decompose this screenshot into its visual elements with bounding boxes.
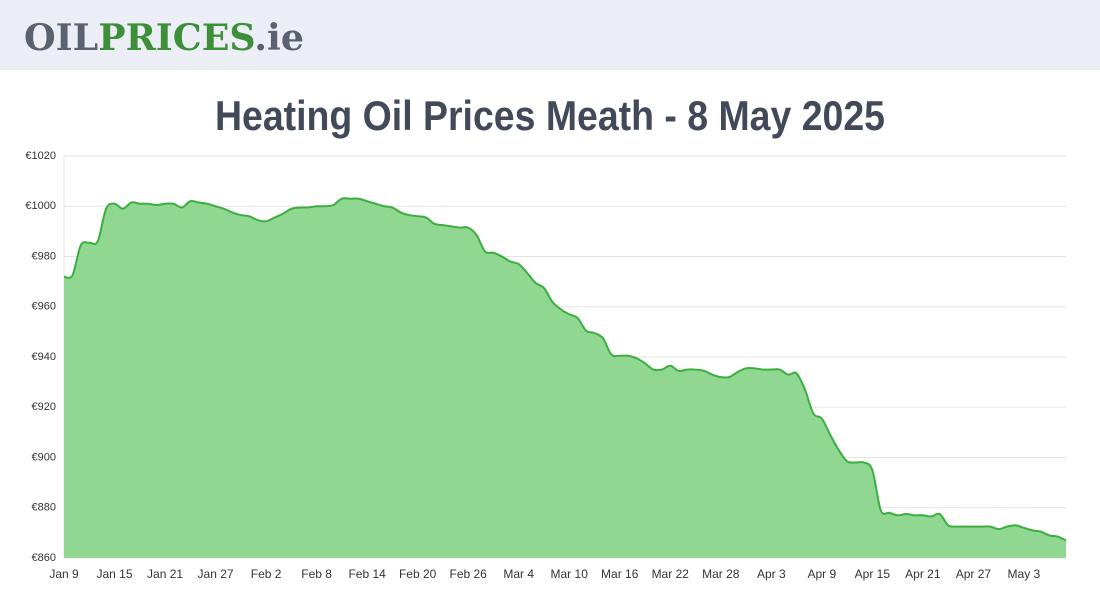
logo-prices: PRICES	[98, 17, 254, 59]
x-tick-label: Jan 27	[198, 567, 234, 581]
y-tick-label: €1020	[25, 150, 56, 162]
x-tick-label: Jan 15	[97, 567, 133, 581]
x-tick-label: May 3	[1008, 567, 1041, 581]
header-bar	[0, 0, 1100, 70]
y-tick-label: €940	[32, 351, 56, 363]
logo-domain: .ie	[254, 17, 304, 59]
x-tick-label: Mar 22	[652, 567, 690, 581]
x-tick-label: Apr 15	[855, 567, 891, 581]
y-tick-label: €1000	[25, 200, 56, 212]
x-tick-label: Apr 21	[905, 567, 941, 581]
x-tick-label: Mar 28	[702, 567, 740, 581]
y-tick-label: €960	[32, 301, 56, 313]
price-line	[63, 197, 1067, 542]
x-tick-label: Feb 8	[301, 567, 332, 581]
x-tick-label: Feb 26	[449, 567, 487, 581]
plot-area: €860 €880 €900 €920 €940 €960 €980 €1000 €1020 Ja…	[25, 150, 1067, 581]
x-tick-label: Jan 9	[49, 567, 79, 581]
x-tick-label: Feb 20	[399, 567, 437, 581]
x-tick-label: Apr 3	[757, 567, 786, 581]
x-tick-label: Feb 2	[251, 567, 282, 581]
y-tick-label: €900	[32, 451, 56, 463]
y-tick-label: €860	[32, 552, 56, 564]
y-tick-label: €920	[32, 401, 56, 413]
chart-title: Heating Oil Prices Meath - 8 May 2025	[215, 92, 885, 139]
x-tick-label: Apr 27	[956, 567, 992, 581]
x-tick-label: Jan 21	[147, 567, 183, 581]
x-tick-label: Feb 14	[348, 567, 386, 581]
logo[interactable]: OILPRICES.ie	[24, 17, 304, 59]
x-tick-label: Apr 9	[807, 567, 836, 581]
y-tick-label: €980	[32, 250, 56, 262]
x-tick-label: Mar 10	[551, 567, 589, 581]
logo-oil: OIL	[24, 17, 98, 59]
area-fill	[64, 198, 1066, 558]
x-tick-label: Mar 4	[503, 567, 534, 581]
y-tick-label: €880	[32, 502, 56, 514]
x-tick-label: Mar 16	[601, 567, 639, 581]
